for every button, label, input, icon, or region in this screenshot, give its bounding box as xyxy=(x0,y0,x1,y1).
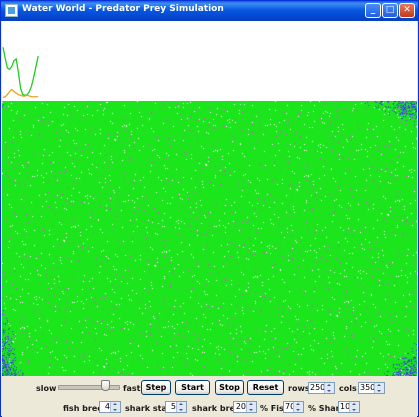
shark-starve-value[interactable]: 5 xyxy=(170,402,176,411)
rows-label: rows xyxy=(288,384,310,393)
fish-population-line xyxy=(2,47,39,96)
shark-starve-spinner-arrows-icon[interactable] xyxy=(176,402,186,412)
pct-shark-spinner[interactable]: 10 xyxy=(338,401,360,413)
rows-spinner-arrows-icon[interactable] xyxy=(324,383,334,393)
rows-spinner[interactable]: 250 xyxy=(308,382,335,394)
minimize-button[interactable]: _ xyxy=(365,3,381,18)
stop-button[interactable]: Stop xyxy=(215,380,244,395)
pct-shark-value[interactable]: 10 xyxy=(340,402,351,411)
maximize-button[interactable]: □ xyxy=(382,3,398,18)
cols-spinner-arrows-icon[interactable] xyxy=(374,383,384,393)
step-button[interactable]: Step xyxy=(141,380,171,395)
start-button[interactable]: Start xyxy=(175,380,210,395)
pct-fish-value[interactable]: 70 xyxy=(285,402,296,411)
rows-value[interactable]: 250 xyxy=(310,383,326,392)
fish-breed-spinner[interactable]: 4 xyxy=(99,401,121,413)
control-panel: slow fast Step Start Stop Reset rows 250… xyxy=(2,376,417,417)
cols-value[interactable]: 350 xyxy=(360,383,376,392)
title-bar[interactable]: Water World - Predator Prey Simulation _… xyxy=(1,1,418,21)
shark-breed-value[interactable]: 20 xyxy=(235,402,246,411)
pct-shark-label: % Shark xyxy=(308,404,345,413)
shark-breed-label: shark breed xyxy=(192,404,247,413)
pct-fish-label: % Fish xyxy=(260,404,290,413)
shark-breed-spinner[interactable]: 20 xyxy=(233,401,257,413)
cols-spinner[interactable]: 350 xyxy=(358,382,385,394)
pct-fish-spinner-arrows-icon[interactable] xyxy=(293,402,303,412)
reset-button[interactable]: Reset xyxy=(247,380,284,395)
fast-label: fast xyxy=(123,384,141,393)
close-button[interactable]: ✕ xyxy=(399,3,415,18)
population-chart xyxy=(2,21,417,101)
slow-label: slow xyxy=(36,384,57,393)
simulation-grid[interactable] xyxy=(2,101,417,376)
fish-breed-spinner-arrows-icon[interactable] xyxy=(110,402,120,412)
shark-starve-spinner[interactable]: 5 xyxy=(165,401,187,413)
fish-breed-label: fish breed xyxy=(63,404,109,413)
pct-shark-spinner-arrows-icon[interactable] xyxy=(349,402,359,412)
shark-population-line xyxy=(2,88,39,99)
pct-fish-spinner[interactable]: 70 xyxy=(283,401,304,413)
shark-breed-spinner-arrows-icon[interactable] xyxy=(246,402,256,412)
shark-starve-label: shark starve xyxy=(125,404,182,413)
java-app-icon xyxy=(5,4,18,17)
speed-slider-thumb[interactable] xyxy=(100,380,110,391)
cols-label: cols xyxy=(339,384,357,393)
window-title: Water World - Predator Prey Simulation xyxy=(22,4,224,14)
speed-slider-track[interactable] xyxy=(58,385,120,390)
fish-breed-value[interactable]: 4 xyxy=(104,402,110,411)
